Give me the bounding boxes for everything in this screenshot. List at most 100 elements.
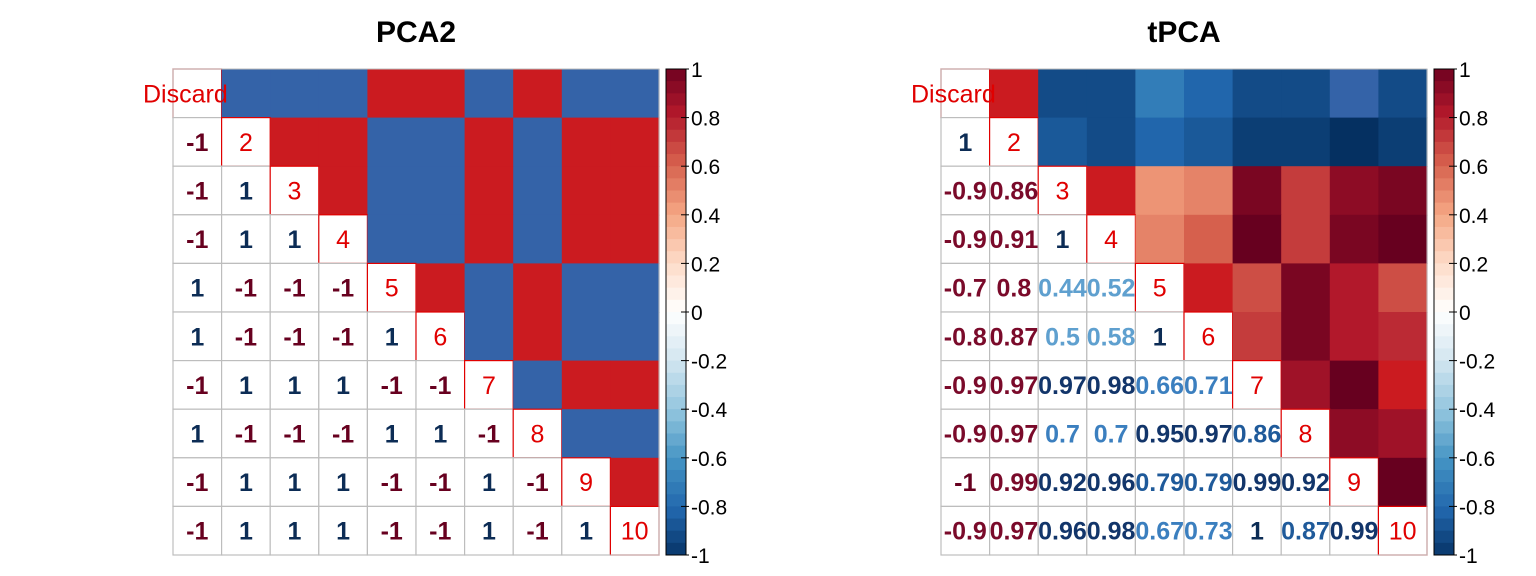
colorbar-segment: [666, 166, 686, 179]
colorbar-segment: [1434, 69, 1454, 82]
heatmap-cell: [1329, 117, 1379, 167]
lower-cell: [940, 408, 991, 459]
heatmap-cell: [610, 263, 660, 313]
heatmap-cell: [1378, 263, 1428, 313]
diagonal-cell: [464, 360, 514, 410]
heatmap-cell: [610, 117, 660, 167]
colorbar-segment: [666, 141, 686, 155]
cell-value-label: 1: [190, 421, 204, 449]
cell-value-label: -1: [954, 469, 976, 497]
heatmap-cell: [1378, 457, 1428, 507]
heatmap-cell: [1329, 360, 1379, 410]
colorbar-segment: [666, 372, 686, 386]
heatmap-cell: [1378, 312, 1428, 362]
heatmap-cell: [416, 263, 466, 313]
heatmap-cell: [1281, 69, 1331, 119]
colorbar-tick-label: 0.2: [1459, 253, 1488, 276]
cell-value-label: 0.91: [990, 226, 1039, 254]
colorbar-segment: [666, 81, 686, 94]
heatmap-cell: [1329, 263, 1379, 313]
colorbar-segment: [1434, 226, 1454, 240]
heatmap-cell: [1281, 312, 1331, 362]
colorbar-segment: [1434, 251, 1454, 264]
colorbar-segment: [1434, 312, 1454, 325]
cell-value-label: 0.96: [1038, 518, 1087, 546]
colorbar-segment: [666, 348, 686, 362]
colorbar-segment: [1434, 129, 1454, 143]
lower-cell: [1037, 311, 1088, 362]
colorbar-tick-label: -0.4: [1459, 399, 1496, 422]
colorbar-segment: [1434, 372, 1454, 386]
heatmap-cell: [610, 409, 660, 459]
cell-value-label: -1: [235, 421, 257, 449]
heatmap-cell: [464, 69, 514, 119]
cell-value-label: -1: [381, 372, 403, 400]
heatmap-cell: [561, 263, 611, 313]
diagonal-cell: [609, 505, 660, 556]
heatmap-cell: [1281, 263, 1331, 313]
chart-title: tPCA: [1147, 16, 1220, 49]
cell-value-label: 1: [288, 469, 302, 497]
cell-value-label: 1: [1250, 518, 1264, 546]
heatmap-cell: [1378, 166, 1428, 216]
heatmap-cell: [561, 69, 611, 119]
colorbar-segment: [666, 178, 686, 191]
lower-cell: [1231, 457, 1282, 507]
heatmap-cell: [561, 312, 611, 362]
lower-cell: [172, 116, 223, 167]
heatmap-cell: [1378, 409, 1428, 459]
colorbar-segment: [666, 239, 686, 252]
colorbar-segment: [666, 251, 686, 264]
diagonal-variable-label: 5: [385, 275, 399, 303]
colorbar-segment: [666, 93, 686, 106]
colorbar-segment: [1434, 141, 1454, 155]
colorbar-segment: [666, 530, 686, 544]
diagonal-variable-label: 7: [1250, 372, 1264, 400]
cell-value-label: 0.92: [1038, 469, 1087, 497]
colorbar-segment: [1434, 336, 1454, 349]
lower-cell: [172, 408, 223, 459]
colorbar-tick-label: -0.8: [691, 496, 727, 519]
heatmap-cell: [561, 214, 611, 264]
cell-value-label: 0.97: [990, 421, 1039, 449]
lower-cell: [366, 311, 417, 362]
diagonal-variable-label: 8: [531, 421, 545, 449]
lower-cell: [1280, 505, 1331, 556]
heatmap-cell: [513, 117, 563, 167]
cell-value-label: 1: [336, 518, 350, 546]
cell-value-label: 0.79: [1184, 469, 1233, 497]
heatmap-cell: [1378, 360, 1428, 410]
cell-value-label: 0.5: [1045, 323, 1080, 351]
heatmap-cell: [221, 69, 271, 119]
cell-value-label: 1: [239, 469, 253, 497]
cell-value-label: 0.98: [1087, 372, 1136, 400]
cell-value-label: -1: [332, 421, 354, 449]
diagonal-cell: [561, 457, 611, 507]
cell-value-label: 1: [288, 518, 302, 546]
colorbar-segment: [666, 542, 686, 556]
colorbar-segment: [1434, 287, 1454, 301]
cell-value-label: 1: [433, 421, 447, 449]
colorbar-segment: [1434, 397, 1454, 410]
cell-value-label: 0.7: [1045, 421, 1080, 449]
cell-value-label: 0.86: [990, 178, 1039, 206]
cell-value-label: 0.8: [997, 275, 1032, 303]
colorbar-segment: [666, 202, 686, 216]
cell-value-label: 1: [385, 421, 399, 449]
colorbar-segment: [666, 129, 686, 143]
cell-value-label: 1: [1153, 323, 1167, 351]
heatmap-cell: [1378, 69, 1428, 119]
cell-value-label: -1: [526, 469, 548, 497]
heatmap-cell: [1378, 214, 1428, 264]
diagonal-cell: [1037, 165, 1088, 216]
cell-value-label: 0.99: [1233, 469, 1282, 497]
colorbar-segment: [1434, 433, 1454, 447]
diagonal-cell: [415, 311, 466, 362]
colorbar-segment: [1434, 117, 1454, 131]
diagonal-variable-label: 3: [288, 178, 302, 206]
cell-value-label: -1: [478, 421, 500, 449]
heatmap-cell: [1086, 166, 1136, 216]
colorbar-segment: [1434, 239, 1454, 252]
lower-cell: [221, 360, 271, 410]
colorbar-segment: [666, 421, 686, 434]
